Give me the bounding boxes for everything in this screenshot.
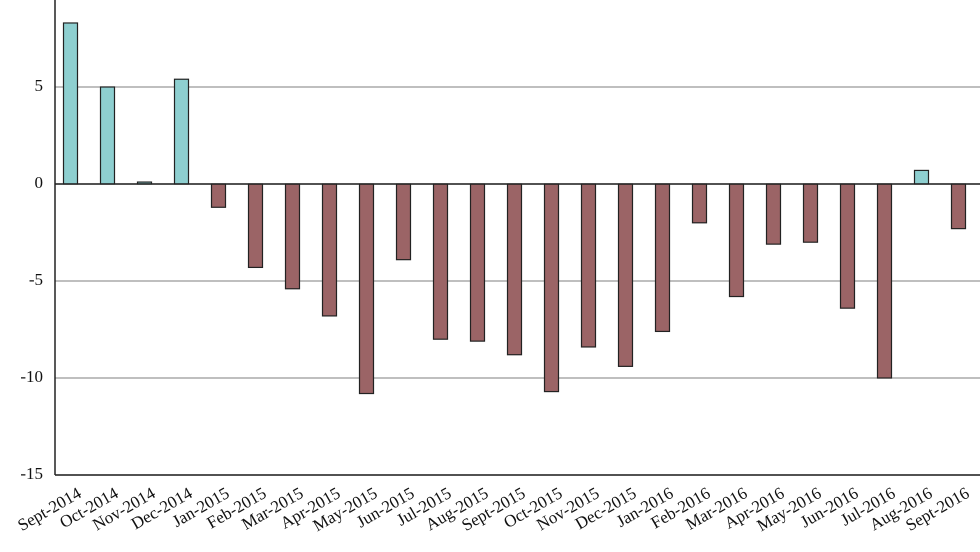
bar — [506, 183, 523, 356]
bar — [358, 183, 375, 395]
bar — [617, 183, 634, 367]
bar — [913, 169, 930, 185]
y-tick-label: 0 — [35, 173, 44, 192]
bar — [876, 183, 893, 379]
bar — [284, 183, 301, 290]
y-tick-label: 5 — [35, 76, 44, 95]
bar — [765, 183, 782, 245]
y-tick-label: -10 — [20, 367, 43, 386]
bar — [691, 183, 708, 224]
bar — [210, 183, 227, 208]
bar — [469, 183, 486, 342]
bar — [432, 183, 449, 340]
bar — [247, 183, 264, 269]
bar — [950, 183, 967, 230]
bar — [802, 183, 819, 243]
bar — [654, 183, 671, 333]
y-tick-label: -15 — [20, 464, 43, 483]
bar — [62, 22, 79, 185]
bar — [173, 78, 190, 185]
bar — [543, 183, 560, 393]
bar — [839, 183, 856, 309]
y-tick-label: -5 — [29, 270, 43, 289]
bar — [321, 183, 338, 317]
bar — [395, 183, 412, 261]
bar — [580, 183, 597, 348]
bar — [728, 183, 745, 298]
bar — [99, 86, 116, 185]
